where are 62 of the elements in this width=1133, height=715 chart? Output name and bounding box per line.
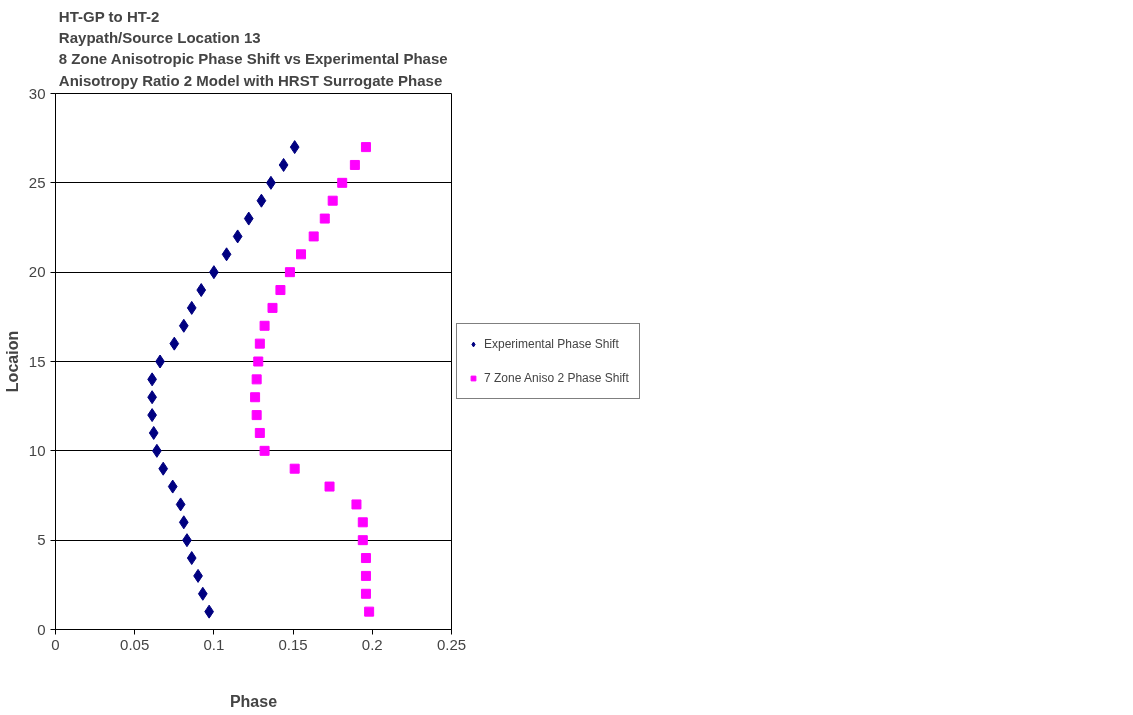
point bbox=[357, 535, 368, 546]
point bbox=[186, 551, 197, 566]
point bbox=[243, 211, 254, 226]
legend-label: Experimental Phase Shift bbox=[484, 337, 619, 351]
point bbox=[196, 283, 207, 298]
y-tick-label: 15 bbox=[28, 352, 46, 370]
point bbox=[351, 499, 362, 510]
x-tick-label: 0.05 bbox=[120, 635, 150, 653]
point bbox=[186, 300, 197, 315]
point bbox=[221, 247, 232, 262]
x-tick-label: 0.15 bbox=[278, 635, 308, 653]
point bbox=[284, 267, 295, 278]
point bbox=[319, 213, 330, 224]
point bbox=[158, 461, 169, 476]
y-axis-title: Locaion bbox=[3, 330, 21, 393]
point bbox=[357, 517, 368, 528]
point bbox=[360, 142, 371, 153]
point bbox=[251, 374, 262, 385]
point bbox=[296, 249, 307, 260]
point bbox=[275, 285, 286, 296]
x-tick-label: 0 bbox=[51, 635, 60, 653]
point bbox=[254, 338, 265, 349]
point bbox=[259, 445, 270, 456]
point bbox=[308, 231, 319, 242]
point bbox=[148, 425, 159, 440]
y-tick-label: 25 bbox=[28, 173, 46, 191]
point bbox=[289, 463, 300, 474]
point bbox=[250, 392, 261, 403]
point bbox=[254, 427, 265, 438]
y-tick-label: 0 bbox=[37, 620, 46, 638]
point bbox=[253, 356, 264, 367]
point bbox=[337, 177, 348, 188]
point bbox=[327, 195, 338, 206]
point bbox=[349, 159, 360, 170]
y-tick-label: 20 bbox=[28, 263, 46, 281]
point bbox=[360, 588, 371, 599]
point bbox=[232, 229, 243, 244]
point bbox=[278, 157, 289, 172]
point bbox=[197, 586, 208, 601]
legend-label: 7 Zone Aniso 2 Phase Shift bbox=[484, 371, 629, 385]
point bbox=[364, 606, 375, 617]
point bbox=[324, 481, 335, 492]
point bbox=[169, 336, 180, 351]
chart-title: HT-GP to HT-2 Raypath/Source Location 13 8 Zone Anisotropic Phase Shift vs Experimental Phase Anisotropy Ratio 2 Model with HRST Surrogate Phase bbox=[58, 7, 448, 89]
point bbox=[167, 479, 178, 494]
x-tick-label: 0.1 bbox=[203, 635, 225, 653]
point bbox=[360, 570, 371, 581]
point bbox=[175, 497, 186, 512]
point bbox=[360, 553, 371, 564]
x-axis-title: Phase bbox=[229, 692, 278, 710]
point bbox=[178, 318, 189, 333]
point bbox=[256, 193, 267, 208]
point bbox=[251, 410, 262, 421]
x-tick-label: 0.2 bbox=[361, 635, 383, 653]
point bbox=[178, 515, 189, 530]
y-tick-label: 30 bbox=[28, 84, 46, 102]
point bbox=[267, 302, 278, 313]
y-tick-label: 10 bbox=[28, 441, 46, 459]
x-tick-label: 0.25 bbox=[436, 635, 467, 653]
point bbox=[289, 140, 300, 155]
point bbox=[259, 320, 270, 331]
y-tick-label: 5 bbox=[37, 531, 46, 549]
